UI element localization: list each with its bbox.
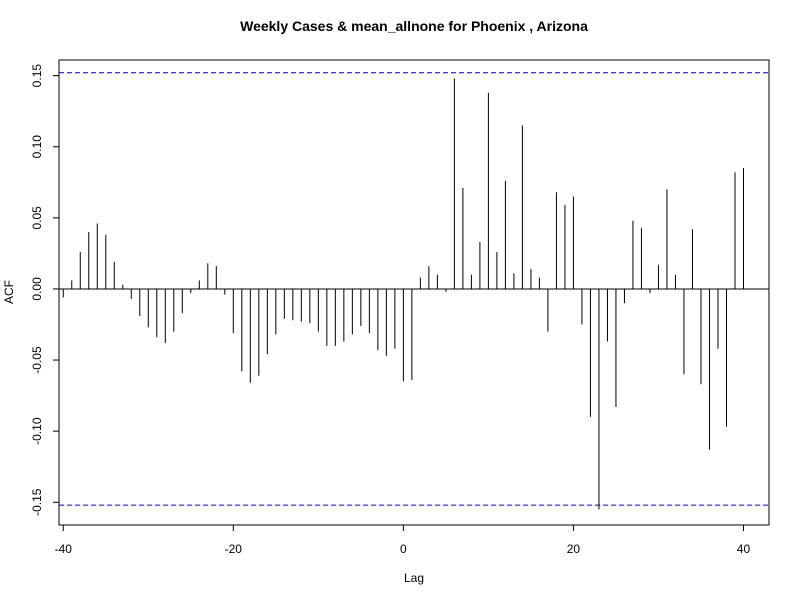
chart-title: Weekly Cases & mean_allnone for Phoenix … — [240, 18, 588, 34]
y-tick-label-2: -0.05 — [30, 346, 44, 374]
y-tick-label-3: 0.00 — [30, 277, 44, 301]
x-tick-label-20: 20 — [567, 542, 581, 556]
acf-bars — [62, 78, 744, 510]
x-tick-label--20: -20 — [225, 542, 243, 556]
plot-frame — [58, 59, 770, 526]
y-tick-label-1: -0.10 — [30, 417, 44, 445]
y-tick-label-0: -0.15 — [30, 488, 44, 516]
y-tick-label-5: 0.10 — [30, 135, 44, 159]
x-tick-label--40: -40 — [55, 542, 73, 556]
y-tick-label-6: 0.15 — [30, 64, 44, 88]
x-tick-label-0: 0 — [400, 542, 407, 556]
y-axis-label: ACF — [2, 280, 16, 304]
y-tick-label-4: 0.05 — [30, 206, 44, 230]
x-tick-label-40: 40 — [737, 542, 751, 556]
x-axis: -40 -20 0 20 40 — [55, 525, 751, 556]
confidence-bounds — [59, 72, 769, 506]
y-axis: -0.15 -0.10 -0.05 0.00 0.05 0.10 0.15 — [30, 64, 59, 516]
x-axis-label: Lag — [404, 571, 424, 585]
